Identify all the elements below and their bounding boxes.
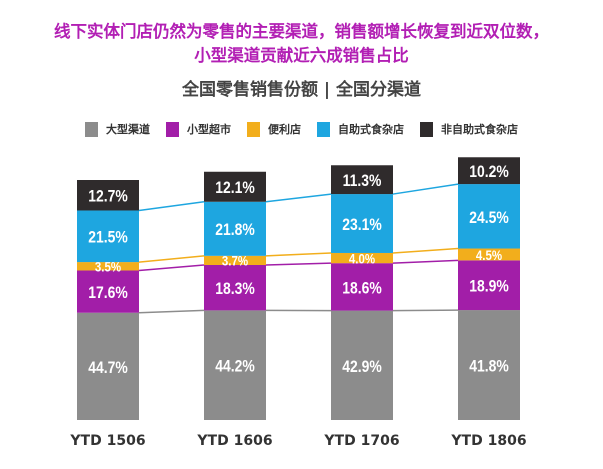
data-label: 24.5% [469,209,509,228]
bar-segment [204,201,266,256]
legend-item: 自助式食杂店 [317,121,404,137]
data-label: 10.2% [469,163,509,182]
legend-swatch [166,121,179,137]
data-label: 3.7% [222,253,249,269]
legend-swatch [420,121,433,137]
data-label: 21.8% [215,221,255,240]
legend-swatch [85,121,98,137]
trend-line [392,183,459,195]
headline-line-2: 小型渠道贡献近六成销售占比 [194,46,409,65]
data-label: 41.8% [469,357,509,376]
bar-segment [458,184,520,249]
trend-line [392,247,459,254]
data-label: 18.3% [215,280,255,299]
trend-line [138,201,205,212]
legend-label: 便利店 [268,123,301,136]
bar-segment [458,157,520,185]
bar-segment [204,310,266,420]
data-label: 4.5% [476,247,503,263]
data-label: 42.9% [342,358,382,377]
data-label: 21.5% [88,229,128,248]
legend-swatch [247,121,260,137]
bar-segment [331,165,393,195]
data-label: 44.7% [88,359,128,378]
legend-label: 自助式食杂店 [338,123,404,136]
legend-label: 大型渠道 [106,123,150,136]
legend-label: 非自助式食杂店 [441,123,518,136]
bar-segment [77,210,139,263]
legend: 大型渠道 小型超市 便利店 自助式食杂店 非自助式食杂店 [0,121,603,137]
trend-line [392,259,459,264]
legend-item: 大型渠道 [85,121,150,137]
trend-line [138,264,205,272]
headline-line-1: 线下实体门店仍然为零售的主要渠道，销售额增长恢复到近双位数， [54,22,549,41]
bar-segment [331,263,393,311]
bar-segment [331,310,393,420]
data-label: 44.2% [215,357,255,376]
x-tick-label: YTD 1706 [323,433,399,449]
data-label: 23.1% [342,216,382,235]
trend-line [265,252,332,257]
x-tick-label: YTD 1606 [196,433,272,449]
legend-swatch [317,121,330,137]
bar-segment [331,194,393,253]
trend-line [265,262,332,266]
legend-item: 小型超市 [166,121,231,137]
x-tick-label: YTD 1506 [69,433,145,449]
bar-segment [204,265,266,311]
bar-segment [458,310,520,420]
bar-segment [77,312,139,420]
trend-line [392,309,459,312]
trend-line [265,193,332,203]
chart-title: 全国零售销售份额 | 全国分渠道 [181,80,422,100]
data-label: 18.9% [469,277,509,296]
trend-line [138,309,205,314]
legend-label: 小型超市 [187,123,231,136]
data-label: 18.6% [342,279,382,298]
data-label: 4.0% [349,250,376,266]
data-label: 12.7% [88,187,128,206]
x-tick-label: YTD 1806 [450,433,526,449]
bar-segment [77,180,139,211]
trend-line [138,255,205,263]
legend-item: 非自助式食杂店 [420,121,518,137]
bar-segment [204,171,266,202]
data-label: 12.1% [215,179,255,198]
bar-segment [204,255,266,265]
bar-segment [458,260,520,311]
bar-segment [458,248,520,261]
data-label: 11.3% [343,172,382,191]
data-label: 17.6% [88,284,128,303]
bar-segment [331,252,393,264]
data-label: 3.5% [95,258,122,274]
bar-segment [77,262,139,271]
bar-segment [77,270,139,313]
legend-item: 便利店 [247,121,301,137]
